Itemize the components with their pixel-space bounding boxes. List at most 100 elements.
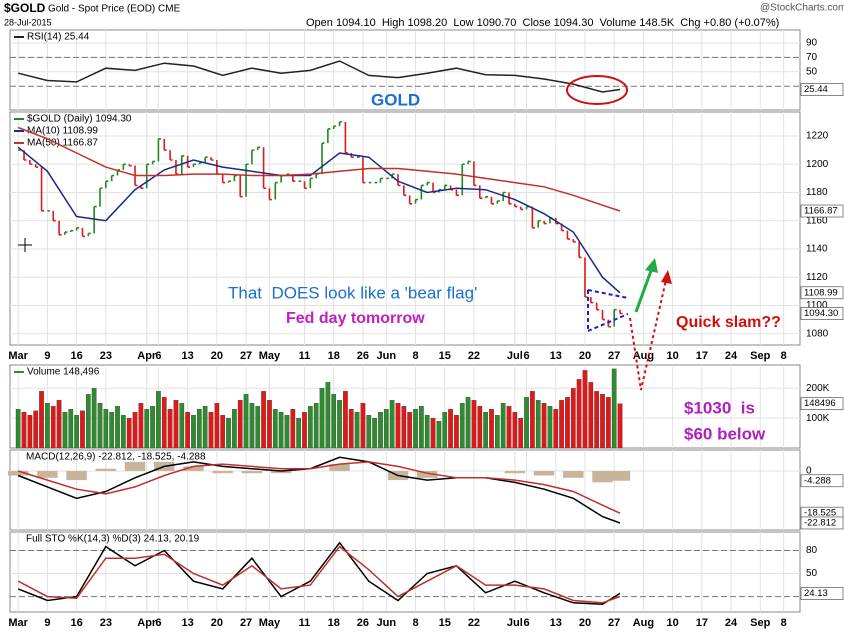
volume-bar <box>161 397 167 449</box>
price-bar <box>496 200 500 204</box>
volume-bar <box>483 412 488 449</box>
x-tick-label: Jul <box>507 617 523 629</box>
price-bar <box>321 142 325 175</box>
histogram-bar <box>592 470 613 483</box>
volume-bar <box>506 406 512 449</box>
volume-bar <box>477 406 483 449</box>
price-bar <box>110 174 115 182</box>
price-bar <box>227 180 232 183</box>
x-tick-label: 11 <box>299 350 311 362</box>
price-bar <box>75 226 80 231</box>
histogram-bar <box>124 461 146 471</box>
price-bar <box>332 125 337 129</box>
y-tick-label: 200K <box>806 383 830 394</box>
value-box-label: 148496 <box>804 398 836 409</box>
volume-bar <box>448 409 453 449</box>
x-tick-label: 17 <box>696 617 708 629</box>
volume-bar <box>436 420 442 449</box>
price-bar <box>601 309 605 321</box>
volume-bar <box>559 400 564 449</box>
volume-bar <box>45 403 50 449</box>
value-box-label: 1108.99 <box>804 287 838 298</box>
x-tick-label: 22 <box>468 617 480 629</box>
volume-bar <box>296 417 301 449</box>
histogram-bar <box>329 464 350 471</box>
price-bar <box>578 241 582 259</box>
price-bar <box>461 163 465 196</box>
volume-bar <box>62 412 68 449</box>
volume-bar <box>80 410 85 449</box>
volume-bar <box>471 400 477 449</box>
value-box <box>800 286 844 300</box>
price-bar <box>408 195 413 205</box>
volume-bar <box>489 409 494 449</box>
volume-bar <box>68 409 74 449</box>
annotations-layer: GOLD That DOES look like a 'bear flag' F… <box>18 75 781 443</box>
x-tick-label: Jul <box>507 350 523 362</box>
price-bar <box>543 220 547 225</box>
legend-label: MA(50) 1166.87 <box>27 138 98 149</box>
value-box-label: -22.812 <box>804 517 836 528</box>
price-bar <box>233 174 237 182</box>
value-box <box>800 397 844 411</box>
x-tick-label: Aug <box>633 617 654 629</box>
histogram-bar <box>66 470 87 481</box>
price-bar <box>455 189 459 197</box>
value-box-label: 1094.30 <box>804 308 838 319</box>
volume-bar <box>255 406 261 449</box>
histogram-bar <box>416 470 438 478</box>
volume-bar <box>109 412 115 449</box>
price-bar <box>204 156 208 163</box>
quote: Open 1094.10 High 1098.20 Low 1090.70 Cl… <box>306 17 779 29</box>
price-bar <box>262 147 267 190</box>
price-bar <box>467 160 471 165</box>
volume-bar <box>290 409 296 449</box>
volume-bar <box>524 397 529 449</box>
x-tick-label: 6 <box>155 617 161 629</box>
x-tick-label: 20 <box>211 617 223 629</box>
y-tick-label: 1180 <box>806 187 828 198</box>
price-bar <box>572 239 576 243</box>
x-tick-label: Sep <box>750 617 770 629</box>
volume-bar <box>459 403 465 449</box>
price-bar <box>274 181 278 200</box>
annotation: Quick slam?? <box>676 314 781 331</box>
price-bar <box>198 162 202 165</box>
x-tick-label: 26 <box>357 350 369 362</box>
volume-bar <box>232 409 237 449</box>
annotation: That DOES look like a 'bear flag' <box>228 283 477 302</box>
volume-bar <box>419 406 424 449</box>
crosshair <box>18 238 32 252</box>
series-line <box>17 126 621 212</box>
price-bar <box>432 182 436 194</box>
value-box <box>800 83 844 96</box>
volume-bar <box>535 400 541 449</box>
x-tick-label: 22 <box>468 350 480 362</box>
price-bar <box>362 157 366 184</box>
volume-bar <box>360 403 366 449</box>
panel <box>9 531 801 613</box>
x-tick-label: 18 <box>328 350 340 362</box>
volume-bar <box>576 379 582 449</box>
histogram-bar <box>241 470 263 474</box>
price-bar <box>566 230 570 240</box>
x-tick-label: 9 <box>44 350 50 362</box>
date: 28-Jul-2015 <box>4 17 52 27</box>
arrowhead <box>661 270 672 284</box>
volume-bar <box>126 417 132 449</box>
volume-bar <box>407 412 413 449</box>
volume-bar <box>220 415 226 449</box>
x-tick-label: 20 <box>579 617 591 629</box>
volume-bar <box>313 403 319 449</box>
x-tick-label: 13 <box>182 617 194 629</box>
volume-bar <box>85 394 91 449</box>
x-tick-label: Mar <box>8 617 28 629</box>
volume-bar <box>606 397 611 449</box>
series-line <box>18 60 621 93</box>
price-bar <box>268 188 272 201</box>
price-bar <box>473 161 477 187</box>
x-tick-label: 10 <box>666 350 678 362</box>
value-box <box>800 474 844 488</box>
price-bar <box>256 146 261 151</box>
